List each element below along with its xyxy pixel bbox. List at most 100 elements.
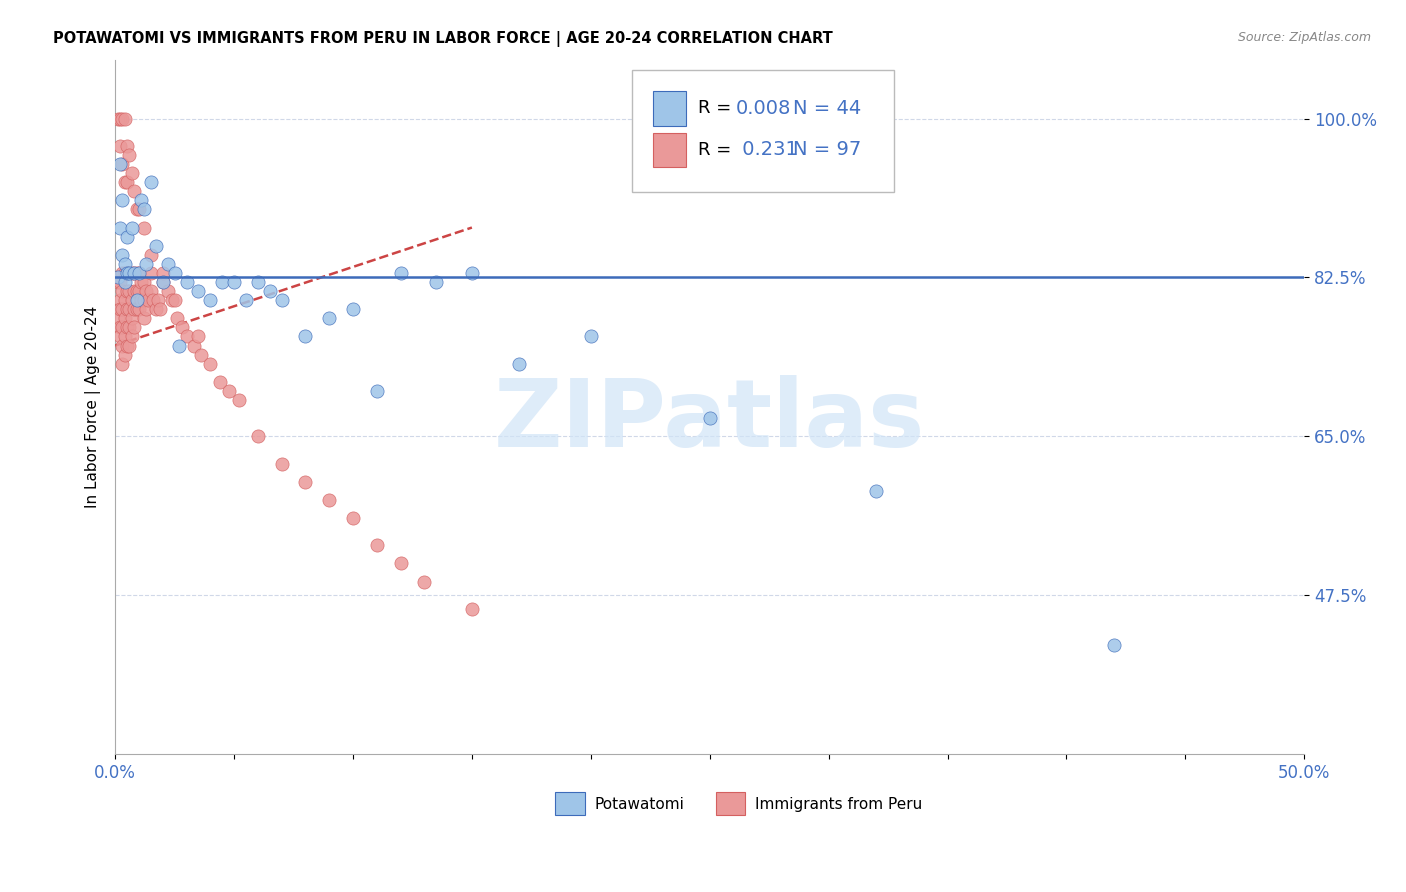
Point bbox=[865, 483, 887, 498]
Point bbox=[699, 411, 721, 425]
Point bbox=[169, 338, 191, 352]
Point bbox=[163, 293, 186, 308]
Point bbox=[187, 284, 209, 298]
Text: N = 44: N = 44 bbox=[793, 99, 862, 118]
Point bbox=[118, 302, 141, 317]
Point bbox=[121, 220, 143, 235]
Point bbox=[125, 293, 148, 308]
Point bbox=[259, 284, 281, 298]
Point bbox=[115, 229, 138, 244]
Point bbox=[111, 248, 134, 262]
Point bbox=[114, 293, 136, 308]
Point bbox=[122, 320, 145, 334]
Point bbox=[176, 329, 198, 343]
FancyBboxPatch shape bbox=[555, 792, 585, 815]
Point bbox=[235, 293, 257, 308]
Point bbox=[128, 266, 150, 280]
Point bbox=[135, 302, 157, 317]
Point bbox=[118, 266, 141, 280]
Point bbox=[118, 148, 141, 162]
FancyBboxPatch shape bbox=[652, 91, 686, 126]
Point bbox=[131, 293, 153, 308]
Point bbox=[366, 384, 388, 398]
Point bbox=[294, 329, 316, 343]
Point bbox=[200, 357, 222, 371]
Point bbox=[114, 175, 136, 189]
Point bbox=[121, 311, 143, 326]
Point bbox=[115, 139, 138, 153]
Point bbox=[152, 275, 174, 289]
Point bbox=[118, 338, 141, 352]
Point bbox=[108, 157, 131, 171]
Point bbox=[1102, 638, 1125, 652]
Point bbox=[579, 329, 602, 343]
Point bbox=[125, 266, 148, 280]
Point bbox=[111, 157, 134, 171]
Point bbox=[111, 194, 134, 208]
Point bbox=[132, 293, 155, 308]
Point bbox=[366, 538, 388, 552]
Point bbox=[208, 375, 231, 389]
Point bbox=[122, 302, 145, 317]
Point bbox=[389, 557, 412, 571]
Point bbox=[114, 348, 136, 362]
Text: Source: ZipAtlas.com: Source: ZipAtlas.com bbox=[1237, 31, 1371, 45]
Point bbox=[118, 266, 141, 280]
Point bbox=[121, 329, 143, 343]
Text: N = 97: N = 97 bbox=[793, 140, 862, 160]
Point bbox=[211, 275, 233, 289]
Point bbox=[132, 220, 155, 235]
Point bbox=[425, 275, 447, 289]
Point bbox=[149, 302, 172, 317]
Point bbox=[121, 166, 143, 180]
Point bbox=[389, 266, 412, 280]
Point bbox=[139, 248, 162, 262]
Text: 0.231: 0.231 bbox=[735, 140, 797, 160]
Point bbox=[122, 266, 145, 280]
Point bbox=[318, 311, 340, 326]
Point bbox=[121, 266, 143, 280]
Text: POTAWATOMI VS IMMIGRANTS FROM PERU IN LABOR FORCE | AGE 20-24 CORRELATION CHART: POTAWATOMI VS IMMIGRANTS FROM PERU IN LA… bbox=[53, 31, 834, 47]
Point bbox=[200, 293, 222, 308]
Point bbox=[125, 302, 148, 317]
Point bbox=[128, 266, 150, 280]
Point bbox=[132, 202, 155, 217]
Point bbox=[122, 284, 145, 298]
Point bbox=[139, 175, 162, 189]
Point bbox=[222, 275, 245, 289]
Point bbox=[111, 266, 134, 280]
Point bbox=[342, 511, 364, 525]
Point bbox=[107, 270, 129, 285]
Point bbox=[118, 284, 141, 298]
FancyBboxPatch shape bbox=[633, 70, 894, 192]
Point bbox=[139, 266, 162, 280]
Point bbox=[108, 275, 131, 289]
Point bbox=[461, 602, 484, 616]
Point bbox=[108, 329, 131, 343]
Point bbox=[145, 238, 167, 252]
Point bbox=[152, 266, 174, 280]
Point bbox=[145, 302, 167, 317]
Point bbox=[183, 338, 205, 352]
Point bbox=[162, 293, 184, 308]
Point bbox=[152, 275, 174, 289]
Point bbox=[114, 311, 136, 326]
Point bbox=[107, 311, 129, 326]
Point bbox=[114, 275, 136, 289]
Point bbox=[156, 284, 179, 298]
Point bbox=[115, 175, 138, 189]
Point bbox=[132, 311, 155, 326]
Point bbox=[108, 220, 131, 235]
Point bbox=[228, 392, 250, 407]
Point bbox=[413, 574, 436, 589]
Text: ZIPatlas: ZIPatlas bbox=[494, 375, 925, 467]
FancyBboxPatch shape bbox=[716, 792, 745, 815]
Point bbox=[461, 266, 484, 280]
Point bbox=[114, 112, 136, 126]
Point bbox=[108, 112, 131, 126]
Point bbox=[118, 320, 141, 334]
Point bbox=[122, 266, 145, 280]
Point bbox=[508, 357, 530, 371]
Point bbox=[108, 293, 131, 308]
Point bbox=[107, 270, 129, 285]
